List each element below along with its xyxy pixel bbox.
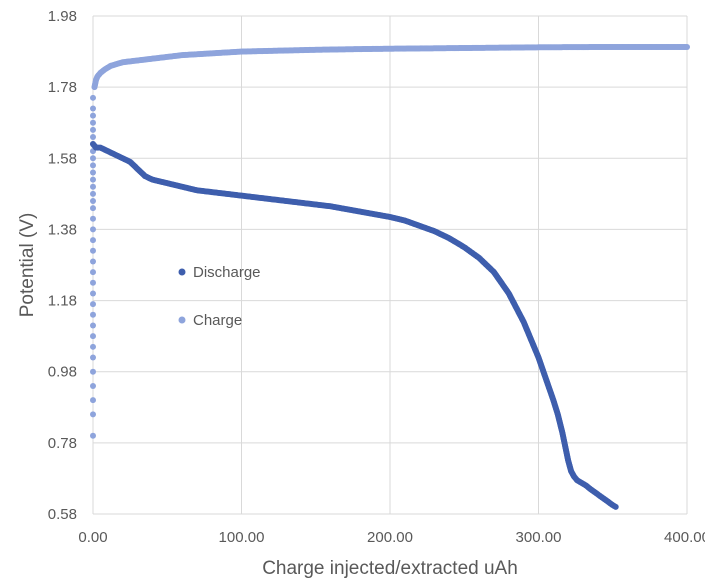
- x-tick-label: 400.00: [664, 529, 705, 546]
- y-axis-title: Potential (V): [17, 213, 38, 318]
- data-point: [90, 169, 96, 176]
- data-point: [90, 354, 96, 361]
- data-point: [90, 183, 96, 190]
- x-tick-label: 200.00: [367, 529, 413, 546]
- y-tick-label: 0.58: [48, 506, 77, 523]
- data-point: [90, 112, 96, 119]
- data-point: [90, 119, 96, 126]
- x-tick-labels: 0.00 100.00 200.00 300.00 400.00: [78, 529, 705, 546]
- x-tick-label: 300.00: [516, 529, 562, 546]
- data-point: [90, 269, 96, 276]
- data-point: [90, 432, 96, 439]
- data-point: [90, 343, 96, 350]
- data-point: [90, 176, 96, 183]
- data-point: [90, 190, 96, 197]
- legend: Discharge Charge: [178, 264, 261, 329]
- y-tick-label: 1.98: [48, 8, 77, 25]
- data-point: [90, 215, 96, 222]
- legend-label-charge: Charge: [193, 312, 242, 329]
- data-point: [90, 258, 96, 265]
- grid-layer: [92, 15, 688, 515]
- y-tick-label: 1.78: [48, 79, 77, 96]
- series-layer: [90, 43, 690, 510]
- data-point: [90, 94, 96, 101]
- data-point: [90, 290, 96, 297]
- y-tick-label: 1.58: [48, 150, 77, 167]
- data-point: [90, 333, 96, 340]
- legend-label-discharge: Discharge: [193, 264, 261, 281]
- y-tick-label: 1.18: [48, 293, 77, 310]
- data-point: [90, 397, 96, 404]
- data-point: [90, 311, 96, 318]
- data-point: [90, 126, 96, 133]
- y-tick-label: 1.38: [48, 221, 77, 238]
- data-point: [90, 197, 96, 204]
- series-discharge: [90, 141, 619, 510]
- series-charge: [90, 43, 690, 439]
- data-point: [90, 155, 96, 162]
- data-point: [612, 503, 619, 510]
- data-point: [90, 162, 96, 169]
- legend-marker-charge: [178, 316, 186, 324]
- data-point: [90, 133, 96, 140]
- x-axis-title: Charge injected/extracted uAh: [262, 558, 518, 579]
- y-tick-label: 0.98: [48, 364, 77, 381]
- data-point: [90, 279, 96, 286]
- data-point: [90, 322, 96, 329]
- data-point: [684, 43, 690, 50]
- legend-marker-discharge: [178, 268, 186, 276]
- data-point: [90, 368, 96, 375]
- y-tick-label: 0.78: [48, 435, 77, 452]
- data-point: [90, 411, 96, 418]
- data-point: [90, 247, 96, 254]
- x-tick-label: 0.00: [78, 529, 107, 546]
- data-point: [90, 301, 96, 308]
- data-point: [90, 226, 96, 233]
- y-tick-labels: 0.58 0.78 0.98 1.18 1.38 1.58 1.78 1.98: [48, 8, 77, 523]
- data-point: [90, 237, 96, 244]
- data-point: [90, 105, 96, 112]
- x-tick-label: 100.00: [219, 529, 265, 546]
- data-point: [90, 205, 96, 212]
- data-point: [90, 382, 96, 389]
